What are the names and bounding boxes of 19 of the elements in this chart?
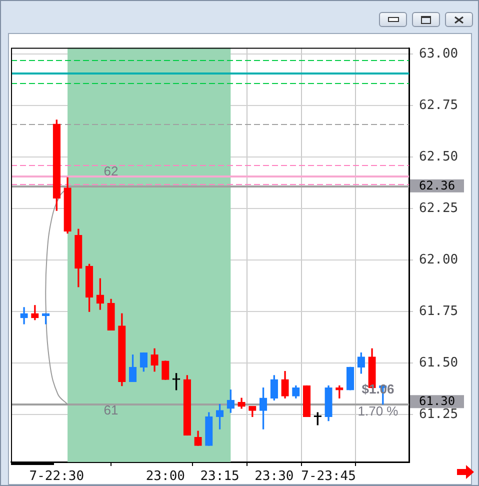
annotation: 62 [104, 164, 118, 179]
ref-line-label: 62.36 [418, 178, 456, 192]
y-tick-label: 62.25 [419, 200, 458, 216]
y-tick-label: 61.75 [419, 304, 458, 319]
y-tick-label: 62.75 [419, 98, 458, 113]
y-tick-label: 62.50 [419, 149, 458, 164]
x-tick-label: 7-23:45 [301, 469, 356, 484]
x-tick-label: 23:00 [146, 469, 185, 484]
annotation: 1.70 % [358, 404, 399, 419]
y-tick-label: 62.00 [419, 252, 458, 268]
y-tick-label: 61.25 [419, 406, 458, 422]
candlestick [20, 307, 28, 324]
annotation: 61 [104, 402, 118, 418]
y-tick-label: 61.50 [419, 355, 458, 370]
y-tick-label: 63.00 [419, 46, 458, 62]
x-tick-label: 23:30 [254, 469, 294, 484]
ref-line-label: 61.30 [418, 394, 456, 408]
x-tick-label: 7-22:30 [29, 469, 84, 484]
x-tick-label: 23:15 [200, 469, 240, 484]
